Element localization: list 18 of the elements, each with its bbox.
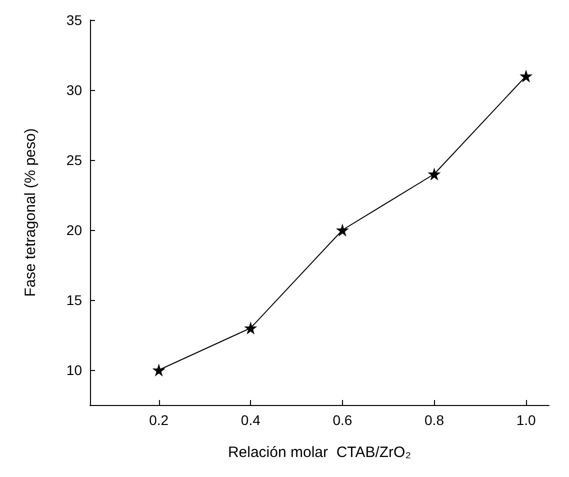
y-tick-label: 25	[66, 152, 82, 168]
x-tick-label: 0.4	[240, 412, 261, 428]
x-tick-label: 0.6	[332, 412, 352, 428]
y-tick-label: 20	[66, 222, 82, 238]
point	[428, 168, 441, 180]
y-axis-title: Fase tetragonal (% peso)	[22, 128, 39, 297]
y-tick-label: 15	[66, 292, 82, 308]
y-tick-label: 10	[66, 362, 82, 378]
point	[152, 364, 166, 376]
y-tick-label: 35	[66, 12, 82, 28]
point	[244, 322, 258, 334]
point	[520, 70, 533, 82]
x-tick-label: 0.2	[149, 412, 169, 428]
point	[336, 224, 349, 236]
x-tick-label: 1.0	[516, 412, 536, 428]
x-axis-title: Relación molar CTAB/ZrO₂	[228, 444, 412, 461]
x-tick-label: 0.8	[424, 412, 444, 428]
y-tick-label: 30	[66, 82, 82, 98]
